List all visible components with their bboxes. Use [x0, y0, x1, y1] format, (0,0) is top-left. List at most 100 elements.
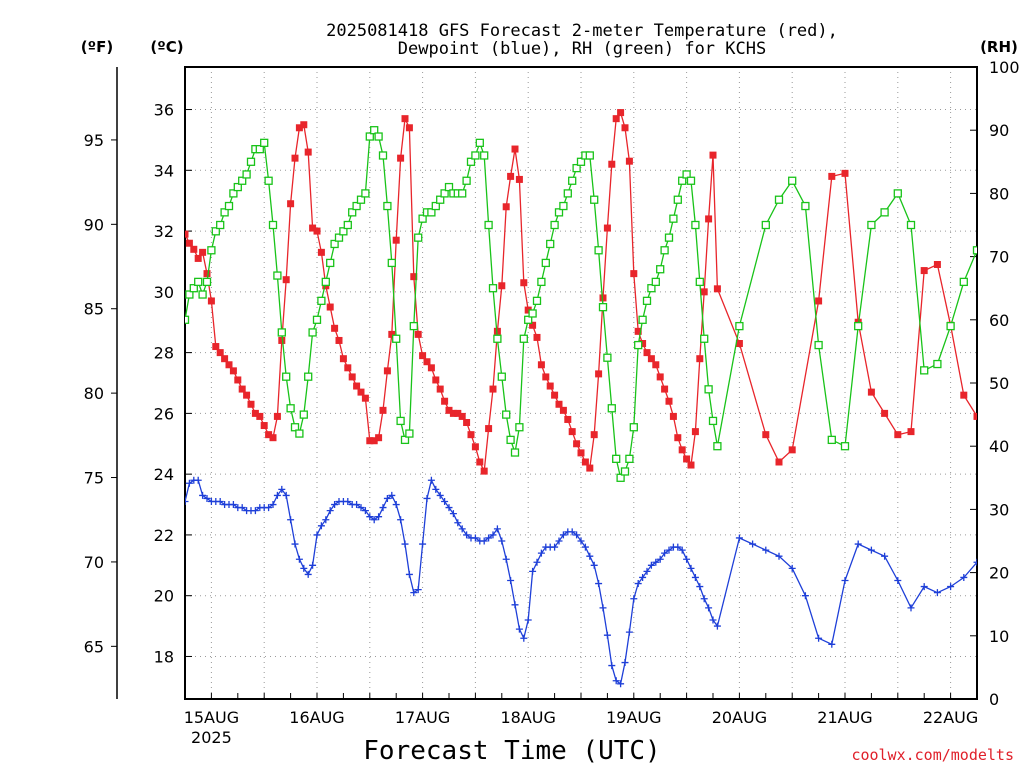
- dewpoint-point: [269, 501, 277, 509]
- rh-point: [308, 328, 317, 337]
- temperature-point: [471, 443, 479, 451]
- temperature-point: [234, 376, 242, 384]
- temperature-point: [326, 303, 334, 311]
- temperature-point: [515, 175, 523, 183]
- dewpoint-point: [960, 573, 968, 581]
- dewpoint-point: [511, 601, 519, 609]
- temperature-point: [480, 467, 488, 475]
- temperature-point: [485, 425, 493, 433]
- temperature-point: [185, 239, 193, 247]
- rh-point: [220, 208, 229, 217]
- rh-point: [493, 334, 502, 343]
- rh-point: [185, 290, 194, 299]
- rh-point: [625, 454, 634, 463]
- rh-point: [400, 435, 410, 445]
- dewpoint-point: [647, 561, 655, 569]
- temperature-point: [278, 336, 286, 344]
- temperature-point: [625, 157, 633, 165]
- temperature-point: [621, 124, 629, 132]
- rh-point: [286, 404, 295, 413]
- dewpoint-point: [529, 567, 537, 575]
- rh-point: [629, 423, 638, 432]
- dewpoint-point: [621, 659, 629, 667]
- temperature-point: [647, 355, 655, 363]
- rh-point: [255, 145, 264, 154]
- rh-point: [691, 220, 700, 230]
- dewpoint-point: [397, 516, 405, 524]
- fahrenheit-tick-label: 70: [84, 553, 104, 572]
- rh-point: [774, 195, 784, 204]
- celsius-tick-label: 36: [154, 101, 174, 120]
- dewpoint-point: [705, 604, 713, 612]
- rh-point: [339, 227, 348, 236]
- dewpoint-point: [361, 507, 369, 515]
- rh-point: [458, 189, 467, 198]
- rh-point: [537, 277, 546, 287]
- rh-point: [704, 385, 713, 394]
- fahrenheit-tick-label: 65: [84, 637, 104, 656]
- dewpoint-point: [749, 540, 757, 548]
- rh-point: [959, 277, 968, 287]
- rh-point: [242, 170, 251, 179]
- temperature-point: [185, 230, 189, 238]
- temperature-point: [300, 121, 308, 129]
- temperature-point: [291, 154, 299, 162]
- dewpoint-point: [568, 528, 576, 536]
- dewpoint-point: [625, 628, 633, 636]
- temperature-point: [551, 391, 559, 399]
- dewpoint-point: [687, 564, 695, 572]
- dewpoint-point: [555, 537, 563, 545]
- dewpoint-point: [463, 531, 471, 539]
- dewpoint-point: [599, 604, 607, 612]
- dewpoint-point: [683, 555, 691, 563]
- dewpoint-point: [344, 498, 352, 505]
- dewpoint-point: [480, 537, 488, 545]
- temperature-point: [410, 273, 418, 281]
- rh-tick-label: 70: [989, 248, 1009, 267]
- temperature-point: [207, 297, 215, 305]
- rh-point: [554, 208, 564, 217]
- temperature-point: [445, 406, 453, 414]
- rh-point: [607, 404, 616, 413]
- dewpoint-point: [419, 540, 427, 548]
- temperature-point: [705, 215, 713, 223]
- rh-point: [656, 265, 665, 274]
- temperature-point: [595, 370, 603, 378]
- dewpoint-point: [502, 555, 510, 563]
- rh-point: [471, 151, 480, 160]
- temperature-point: [586, 464, 594, 472]
- rh-point: [480, 151, 489, 160]
- temperature-point: [331, 324, 339, 332]
- temperature-point: [190, 245, 198, 253]
- dewpoint-point: [507, 577, 515, 584]
- temperature-point: [907, 428, 915, 436]
- temperature-point: [713, 285, 721, 293]
- dewpoint-point: [700, 595, 708, 603]
- dewpoint-point: [322, 516, 330, 524]
- rh-point: [211, 227, 220, 236]
- dewpoint-point: [907, 604, 915, 612]
- rh-point: [524, 315, 533, 324]
- dewpoint-point: [278, 485, 286, 493]
- temperature-point: [405, 124, 413, 132]
- dewpoint-point: [815, 634, 823, 642]
- rh-point: [466, 157, 476, 166]
- temperature-point: [357, 388, 365, 396]
- dewpoint-point: [973, 558, 977, 566]
- rh-point: [317, 296, 326, 305]
- dewpoint-point: [709, 616, 717, 624]
- rh-point: [598, 303, 608, 312]
- celsius-tick-label: 32: [154, 222, 174, 241]
- dewpoint-point: [282, 491, 290, 499]
- temperature-point: [441, 397, 449, 405]
- temperature-point: [529, 321, 537, 329]
- x-axis-title: Forecast Time (UTC): [363, 736, 660, 766]
- temperature-point: [683, 455, 691, 463]
- dewpoint-point: [933, 589, 941, 597]
- rh-point: [972, 246, 977, 255]
- rh-point: [233, 182, 242, 192]
- rh-point: [906, 220, 916, 230]
- dewpoint-point: [185, 498, 189, 505]
- temperature-point: [423, 358, 431, 366]
- temperature-point: [489, 385, 497, 393]
